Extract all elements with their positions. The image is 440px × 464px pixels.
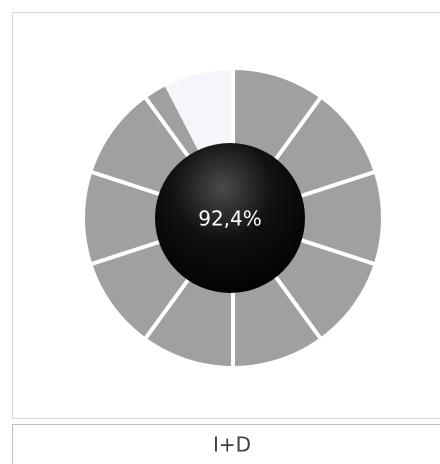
gauge-label: I+D bbox=[213, 433, 251, 457]
value-label: 92,4% bbox=[198, 207, 262, 231]
label-box bbox=[12, 424, 440, 464]
center-disc bbox=[155, 143, 305, 293]
